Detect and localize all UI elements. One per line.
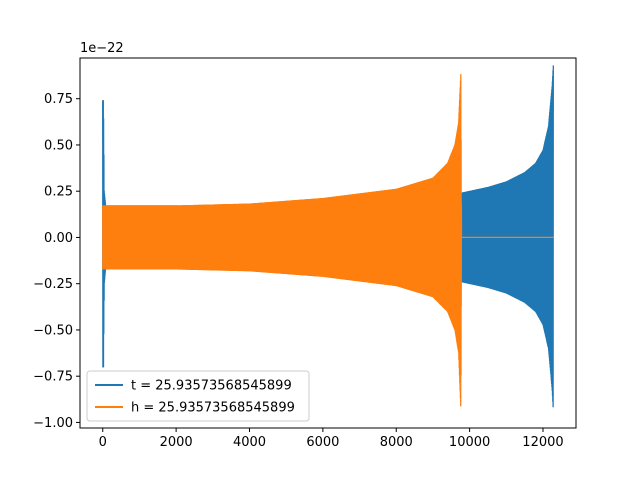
y-tick-label: −0.75: [33, 370, 73, 385]
y-tick-label: −0.50: [33, 323, 73, 338]
y-tick-label: 0.50: [44, 138, 73, 153]
y-tick-label: 0.00: [44, 231, 73, 246]
y-tick-label: 0.25: [44, 185, 73, 200]
legend-box: [86, 370, 310, 422]
x-tick-label: 6000: [306, 435, 339, 450]
series-layer: [102, 65, 555, 408]
axis-layer: 0 2000 4000 6000 8000 10000 12000 −1.00 −0.75 −0.…: [33, 57, 577, 450]
x-tick-label: 12000: [522, 435, 563, 450]
y-offset-label: 1e−22: [80, 41, 124, 56]
x-tick-label: 4000: [233, 435, 266, 450]
plot-frame: [79, 57, 577, 429]
x-tick-label: 0: [99, 435, 107, 450]
series-line-2: [102, 73, 555, 407]
y-tick-label: −1.00: [33, 416, 73, 431]
y-tick-label: −0.25: [33, 277, 73, 292]
y-tick-label: 0.75: [44, 92, 73, 107]
legend: t = 25.93573568545899 h = 25.935735685458…: [86, 370, 310, 422]
legend-label: t = 25.93573568545899: [131, 379, 292, 394]
x-tick-label: 8000: [380, 435, 413, 450]
legend-label: h = 25.93573568545899: [131, 401, 295, 416]
x-tick-label: 10000: [449, 435, 490, 450]
x-tick-label: 2000: [160, 435, 193, 450]
